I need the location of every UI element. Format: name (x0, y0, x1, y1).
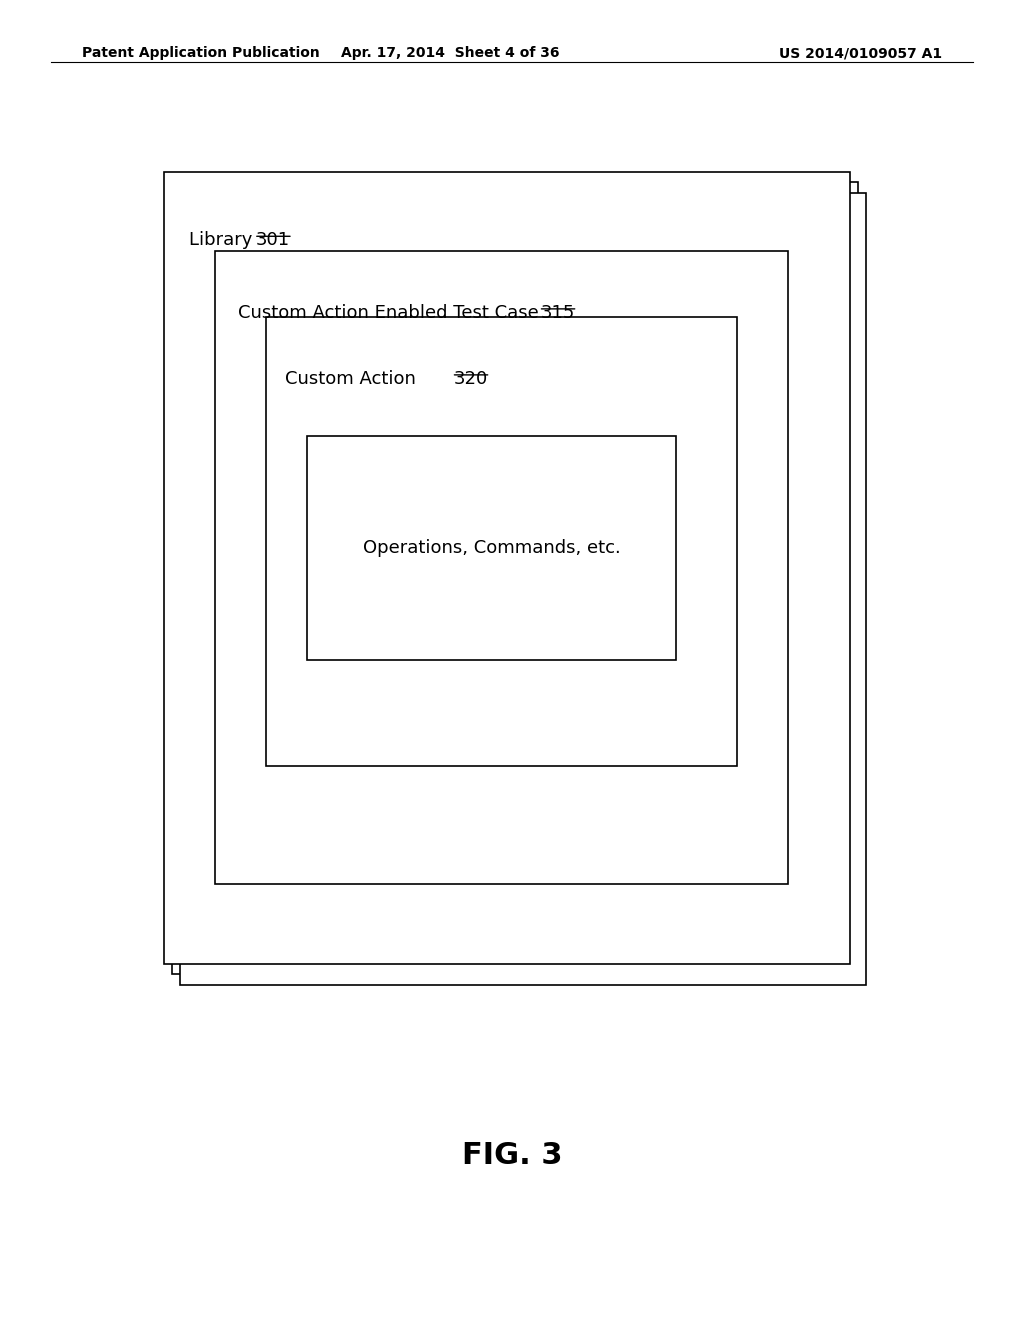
Text: 320: 320 (454, 370, 487, 388)
FancyBboxPatch shape (283, 338, 754, 787)
Text: Custom Action Enabled Test Case: Custom Action Enabled Test Case (238, 304, 544, 322)
Text: Library: Library (189, 231, 259, 249)
FancyBboxPatch shape (172, 182, 858, 974)
Text: Patent Application Publication: Patent Application Publication (82, 46, 319, 61)
FancyBboxPatch shape (223, 261, 797, 895)
FancyBboxPatch shape (180, 193, 866, 985)
Text: Operations, Commands, etc.: Operations, Commands, etc. (362, 539, 621, 557)
FancyBboxPatch shape (231, 272, 805, 906)
Text: 315: 315 (541, 304, 575, 322)
Text: Apr. 17, 2014  Sheet 4 of 36: Apr. 17, 2014 Sheet 4 of 36 (341, 46, 560, 61)
Text: Custom Action: Custom Action (285, 370, 421, 388)
Text: US 2014/0109057 A1: US 2014/0109057 A1 (779, 46, 942, 61)
Text: 301: 301 (256, 231, 290, 249)
FancyBboxPatch shape (215, 251, 788, 884)
FancyBboxPatch shape (307, 436, 676, 660)
FancyBboxPatch shape (266, 317, 737, 766)
Text: FIG. 3: FIG. 3 (462, 1140, 562, 1170)
FancyBboxPatch shape (274, 327, 745, 776)
FancyBboxPatch shape (164, 172, 850, 964)
